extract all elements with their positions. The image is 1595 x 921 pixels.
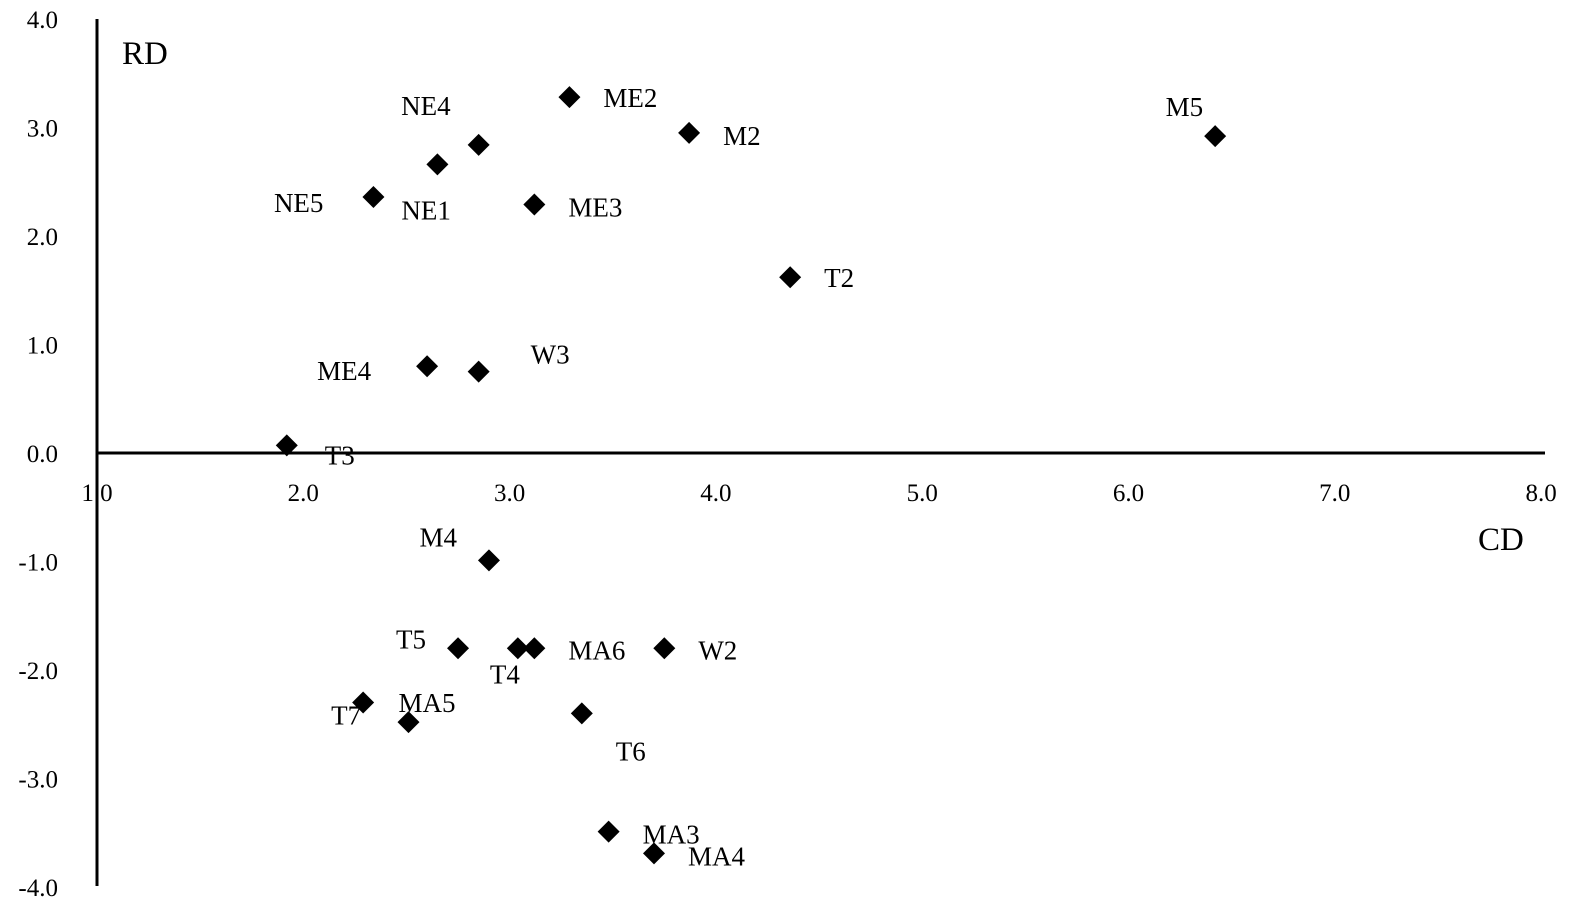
x-tick-label: 8.0 <box>1525 480 1556 507</box>
data-point-label: MA5 <box>399 688 456 718</box>
x-tick-label: 4.0 <box>700 480 731 507</box>
point-labels: ME2 M2 M5 NE4 NE1 NE5 ME3 T2 ME4 W3 T3 M4 T5 T4 MA6 W2 T… <box>274 83 1203 871</box>
data-point-marker <box>597 820 620 843</box>
x-tick-label: 7.0 <box>1319 480 1350 507</box>
data-point-marker <box>275 434 298 457</box>
x-tick-label: 6.0 <box>1113 480 1144 507</box>
data-point-label: ME3 <box>568 193 622 223</box>
data-point-marker <box>467 133 490 156</box>
data-point-marker <box>570 702 593 725</box>
data-point-marker <box>523 637 546 660</box>
data-point-label: MA6 <box>568 635 625 665</box>
x-tick-label: 2.0 <box>288 480 319 507</box>
y-tick-label: 3.0 <box>27 116 58 143</box>
data-point-label: T4 <box>490 659 520 689</box>
y-tick-label: 4.0 <box>27 7 58 34</box>
data-point-marker <box>1204 125 1227 148</box>
data-point-label: T5 <box>396 624 426 654</box>
data-point-marker <box>397 711 420 734</box>
data-point-marker <box>416 355 439 378</box>
data-point-label: M5 <box>1166 92 1204 122</box>
data-point-label: NE4 <box>401 91 451 121</box>
data-point-marker <box>643 842 666 865</box>
data-point-label: NE1 <box>401 195 451 225</box>
data-point-marker <box>362 185 385 208</box>
y-tick-label: -2.0 <box>18 658 58 685</box>
data-point-label: W3 <box>531 340 570 370</box>
x-tick-labels: 1.0 2.0 3.0 4.0 5.0 6.0 7.0 8.0 <box>81 480 1556 507</box>
data-point-label: W2 <box>698 635 737 665</box>
data-point-marker <box>653 637 676 660</box>
x-axis-title: CD <box>1478 522 1524 558</box>
x-tick-label: 3.0 <box>494 480 525 507</box>
data-point-label: M4 <box>419 522 457 552</box>
y-tick-label: 1.0 <box>27 333 58 360</box>
data-point-marker <box>506 637 529 660</box>
data-point-label: NE5 <box>274 188 324 218</box>
x-tick-label: 5.0 <box>907 480 938 507</box>
data-point-label: MA4 <box>688 841 746 871</box>
data-point-label: T7 <box>331 701 361 731</box>
data-point-marker <box>558 86 581 109</box>
x-tick-label: 1.0 <box>81 480 112 507</box>
y-tick-label: -4.0 <box>18 875 58 902</box>
y-tick-label: -3.0 <box>18 767 58 794</box>
y-tick-label: 0.0 <box>27 441 58 468</box>
data-point-label: T6 <box>616 736 646 766</box>
data-point-label: ME4 <box>317 356 372 386</box>
data-point-marker <box>678 121 701 144</box>
data-point-marker <box>779 266 802 289</box>
y-tick-label: -1.0 <box>18 550 58 577</box>
y-tick-label: 2.0 <box>27 224 58 251</box>
data-point-label: T3 <box>325 440 355 470</box>
data-point-marker <box>523 193 546 216</box>
data-markers <box>275 86 1227 865</box>
data-point-label: T2 <box>824 263 854 293</box>
data-point-label: M2 <box>723 121 761 151</box>
y-axis-title: RD <box>122 36 168 72</box>
y-tick-labels: 4.0 3.0 2.0 1.0 0.0 -1.0 -2.0 -3.0 -4.0 <box>18 7 58 902</box>
data-point-marker <box>447 637 470 660</box>
data-point-marker <box>352 691 375 714</box>
data-point-label: ME2 <box>603 83 657 113</box>
data-point-marker <box>477 549 500 572</box>
data-point-marker <box>467 360 490 383</box>
data-point-marker <box>426 153 449 176</box>
data-point-label: MA3 <box>643 820 700 850</box>
